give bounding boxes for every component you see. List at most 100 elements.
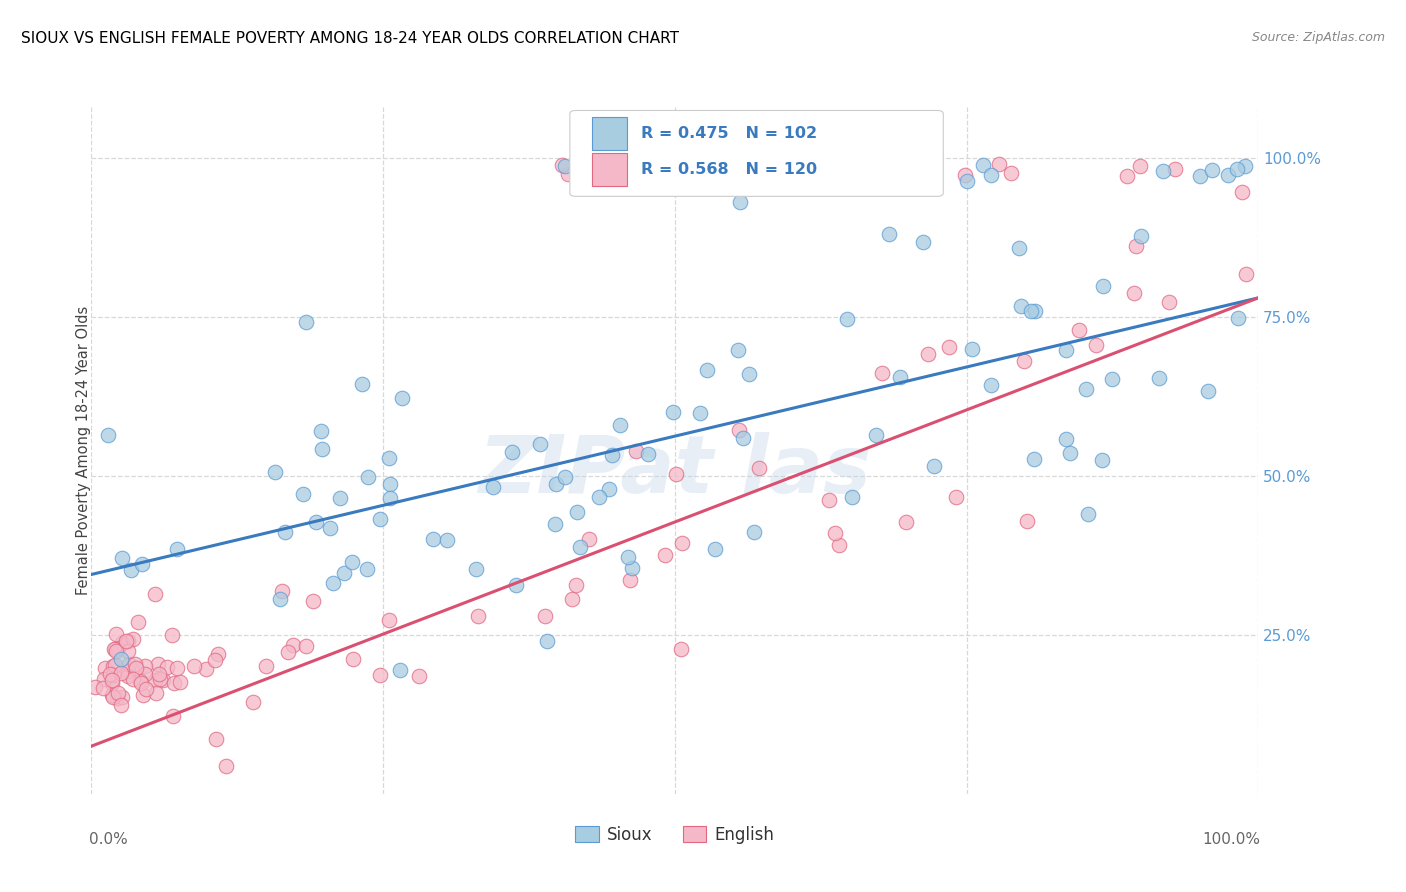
Point [104, 627, 127, 641]
Point [637, 447, 659, 461]
Point [242, 695, 264, 709]
Point [111, 690, 134, 704]
Point [169, 674, 191, 689]
Point [101, 659, 124, 673]
Point [114, 633, 136, 648]
Point [1019, 303, 1042, 318]
Point [536, 634, 558, 648]
Point [110, 666, 132, 681]
Point [322, 576, 344, 591]
Point [817, 492, 839, 507]
Point [824, 526, 846, 541]
Point [565, 505, 588, 519]
Text: Source: ZipAtlas.com: Source: ZipAtlas.com [1251, 31, 1385, 45]
Point [773, 161, 796, 175]
Point [120, 563, 142, 577]
Point [166, 541, 188, 556]
Point [302, 594, 325, 608]
Point [274, 525, 297, 540]
Point [661, 404, 683, 418]
Point [281, 638, 304, 652]
Point [980, 168, 1002, 182]
Text: ZIPat las: ZIPat las [478, 432, 872, 510]
Point [1163, 161, 1185, 176]
Point [742, 524, 765, 539]
Point [97, 427, 120, 442]
Point [529, 437, 551, 451]
Point [134, 666, 156, 681]
Point [703, 541, 725, 556]
Point [1116, 169, 1139, 183]
Point [565, 577, 588, 591]
Point [1125, 239, 1147, 253]
Point [270, 583, 292, 598]
Point [1091, 453, 1114, 467]
Point [1216, 169, 1239, 183]
Point [422, 532, 444, 546]
Point [110, 652, 132, 666]
Point [1054, 343, 1077, 357]
Point [501, 444, 523, 458]
FancyBboxPatch shape [592, 153, 627, 186]
Point [436, 533, 458, 548]
Point [728, 423, 751, 437]
Point [162, 708, 184, 723]
Point [1010, 299, 1032, 313]
Point [689, 406, 711, 420]
Point [617, 550, 640, 565]
Point [880, 160, 903, 174]
Point [654, 548, 676, 562]
Point [117, 664, 139, 678]
Text: SIOUX VS ENGLISH FEMALE POVERTY AMONG 18-24 YEAR OLDS CORRELATION CHART: SIOUX VS ENGLISH FEMALE POVERTY AMONG 18… [21, 31, 679, 46]
Point [277, 645, 299, 659]
Point [84, 681, 107, 695]
Point [626, 443, 648, 458]
Point [107, 641, 129, 656]
Point [183, 659, 205, 673]
Point [465, 562, 488, 576]
Point [204, 653, 226, 667]
Point [889, 369, 911, 384]
Point [131, 557, 153, 571]
Point [101, 690, 124, 704]
Point [207, 647, 229, 661]
Point [1226, 161, 1249, 176]
Point [311, 442, 333, 456]
Point [340, 555, 363, 569]
Point [104, 658, 127, 673]
Point [350, 376, 373, 391]
Point [980, 377, 1002, 392]
Point [752, 165, 775, 179]
Point [1059, 445, 1081, 459]
Point [377, 613, 399, 627]
Point [1008, 241, 1031, 255]
Point [1074, 382, 1097, 396]
Point [91, 681, 114, 696]
Point [1227, 311, 1250, 326]
Point [104, 642, 127, 657]
Point [125, 661, 148, 675]
Point [922, 166, 945, 180]
Point [309, 424, 332, 438]
Point [127, 615, 149, 629]
Point [688, 176, 710, 190]
Point [972, 158, 994, 172]
Point [1201, 162, 1223, 177]
Point [294, 315, 316, 329]
Text: R = 0.475   N = 102: R = 0.475 N = 102 [641, 127, 817, 141]
Point [391, 391, 413, 405]
Point [988, 157, 1011, 171]
Point [953, 168, 976, 182]
Point [117, 669, 139, 683]
Point [620, 560, 643, 574]
Point [368, 512, 391, 526]
Point [110, 698, 132, 712]
Point [575, 162, 598, 177]
Point [122, 632, 145, 647]
Point [679, 163, 702, 178]
Point [110, 551, 132, 566]
Point [1085, 338, 1108, 352]
Point [146, 657, 169, 671]
Point [1157, 295, 1180, 310]
Point [356, 470, 378, 484]
